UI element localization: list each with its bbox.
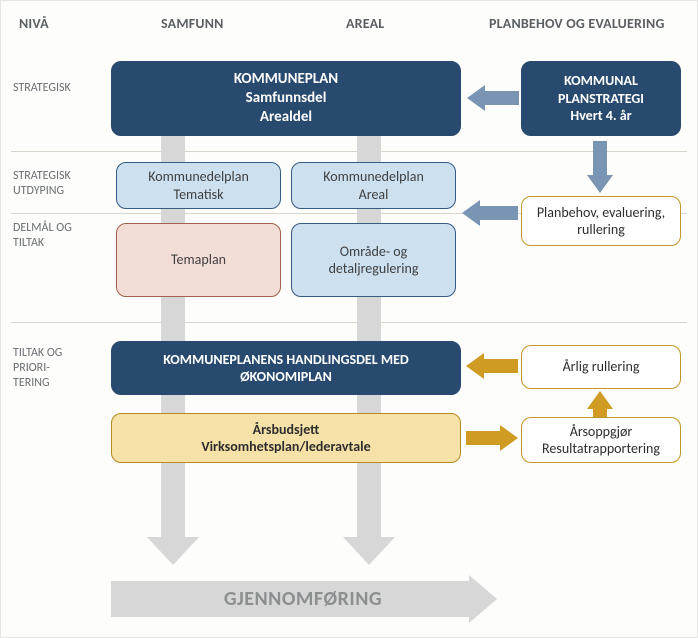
kdp-tematisk-l2: Tematisk bbox=[174, 186, 224, 204]
box-arsbudsjett: Årsbudsjett Virksomhetsplan/lederavtale bbox=[111, 413, 461, 463]
planbehov-l1: Planbehov, evaluering, bbox=[537, 204, 665, 222]
arrow-strategi-to-plan bbox=[467, 91, 517, 105]
arsbudsjett-l2: Virksomhetsplan/lederavtale bbox=[201, 438, 370, 456]
arrow-strategi-down bbox=[593, 141, 607, 191]
header-areal: AREAL bbox=[346, 15, 384, 32]
box-handlingsdel: KOMMUNEPLANENS HANDLINGSDEL MED ØKONOMIP… bbox=[111, 341, 461, 395]
divider-3 bbox=[11, 322, 687, 323]
omrade-l1: Område- og bbox=[340, 243, 408, 261]
arlig-rullering-text: Årlig rullering bbox=[563, 358, 640, 376]
label-delmal-l2: TILTAK bbox=[13, 236, 44, 250]
label-strategisk: STRATEGISK bbox=[13, 81, 71, 96]
arrow-oppgjor-up bbox=[593, 393, 607, 415]
kommuneplan-s2: Arealdel bbox=[260, 108, 312, 127]
handlingsdel-l2: ØKONOMIPLAN bbox=[240, 368, 332, 386]
kommuneplan-s1: Samfunnsdel bbox=[246, 89, 327, 108]
temaplan-text: Temaplan bbox=[171, 251, 226, 269]
box-kdp-tematisk: Kommunedelplan Tematisk bbox=[116, 162, 281, 209]
divider-1 bbox=[11, 151, 687, 152]
arrow-rullering-left bbox=[466, 359, 516, 373]
box-arsoppgjor: Årsoppgjør Resultatrapportering bbox=[521, 417, 681, 463]
box-kdp-areal: Kommunedelplan Areal bbox=[291, 162, 456, 209]
arrow-planbehov-left bbox=[462, 206, 517, 220]
planbehov-l2: rullering bbox=[577, 221, 625, 239]
kdp-areal-l1: Kommunedelplan bbox=[323, 168, 424, 186]
arsoppgjor-l2: Resultatrapportering bbox=[542, 440, 660, 458]
gjennomforing-text: GJENNOMFØRING bbox=[224, 587, 382, 611]
diagram-container: NIVÅ SAMFUNN AREAL PLANBEHOV OG EVALUERI… bbox=[0, 0, 698, 638]
header-niva: NIVÅ bbox=[19, 15, 49, 32]
header-planbehov: PLANBEHOV OG EVALUERING bbox=[489, 15, 665, 32]
kdp-tematisk-l1: Kommunedelplan bbox=[148, 168, 249, 186]
label-utdyping-l2: UTDYPING bbox=[13, 184, 64, 198]
label-tiltak-l1: TILTAK OG bbox=[13, 346, 62, 360]
planstrategi-title: KOMMUNAL bbox=[564, 72, 638, 90]
box-omrade: Område- og detaljregulering bbox=[291, 223, 456, 297]
box-planbehov: Planbehov, evaluering, rullering bbox=[521, 196, 681, 246]
omrade-l2: detaljregulering bbox=[329, 260, 419, 278]
planstrategi-s1: PLANSTRATEGI bbox=[558, 90, 644, 108]
box-kommuneplan: KOMMUNEPLAN Samfunnsdel Arealdel bbox=[111, 61, 461, 136]
handlingsdel-l1: KOMMUNEPLANENS HANDLINGSDEL MED bbox=[163, 351, 409, 369]
box-arlig-rullering: Årlig rullering bbox=[521, 345, 681, 389]
gjennomforing-arrow: GJENNOMFØRING bbox=[111, 581, 495, 617]
planstrategi-s2: Hvert 4. år bbox=[570, 107, 631, 125]
label-tiltak: TILTAK OG PRIORI- TERING bbox=[13, 346, 62, 391]
arsbudsjett-l1: Årsbudsjett bbox=[253, 421, 320, 439]
arsoppgjor-l1: Årsoppgjør bbox=[570, 423, 633, 441]
box-temaplan: Temaplan bbox=[116, 223, 281, 297]
label-utdyping: STRATEGISK UTDYPING bbox=[13, 169, 71, 199]
label-utdyping-l1: STRATEGISK bbox=[13, 169, 71, 183]
header-samfunn: SAMFUNN bbox=[161, 15, 224, 32]
label-tiltak-l2: PRIORI- bbox=[13, 361, 50, 375]
kommuneplan-title: KOMMUNEPLAN bbox=[234, 70, 338, 89]
label-tiltak-l3: TERING bbox=[13, 376, 50, 390]
label-delmal: DELMÅL OG TILTAK bbox=[13, 221, 72, 251]
kdp-areal-l2: Areal bbox=[359, 186, 389, 204]
box-planstrategi: KOMMUNAL PLANSTRATEGI Hvert 4. år bbox=[521, 61, 681, 136]
arrow-budsjett-right bbox=[466, 431, 516, 445]
label-delmal-l1: DELMÅL OG bbox=[13, 221, 72, 235]
